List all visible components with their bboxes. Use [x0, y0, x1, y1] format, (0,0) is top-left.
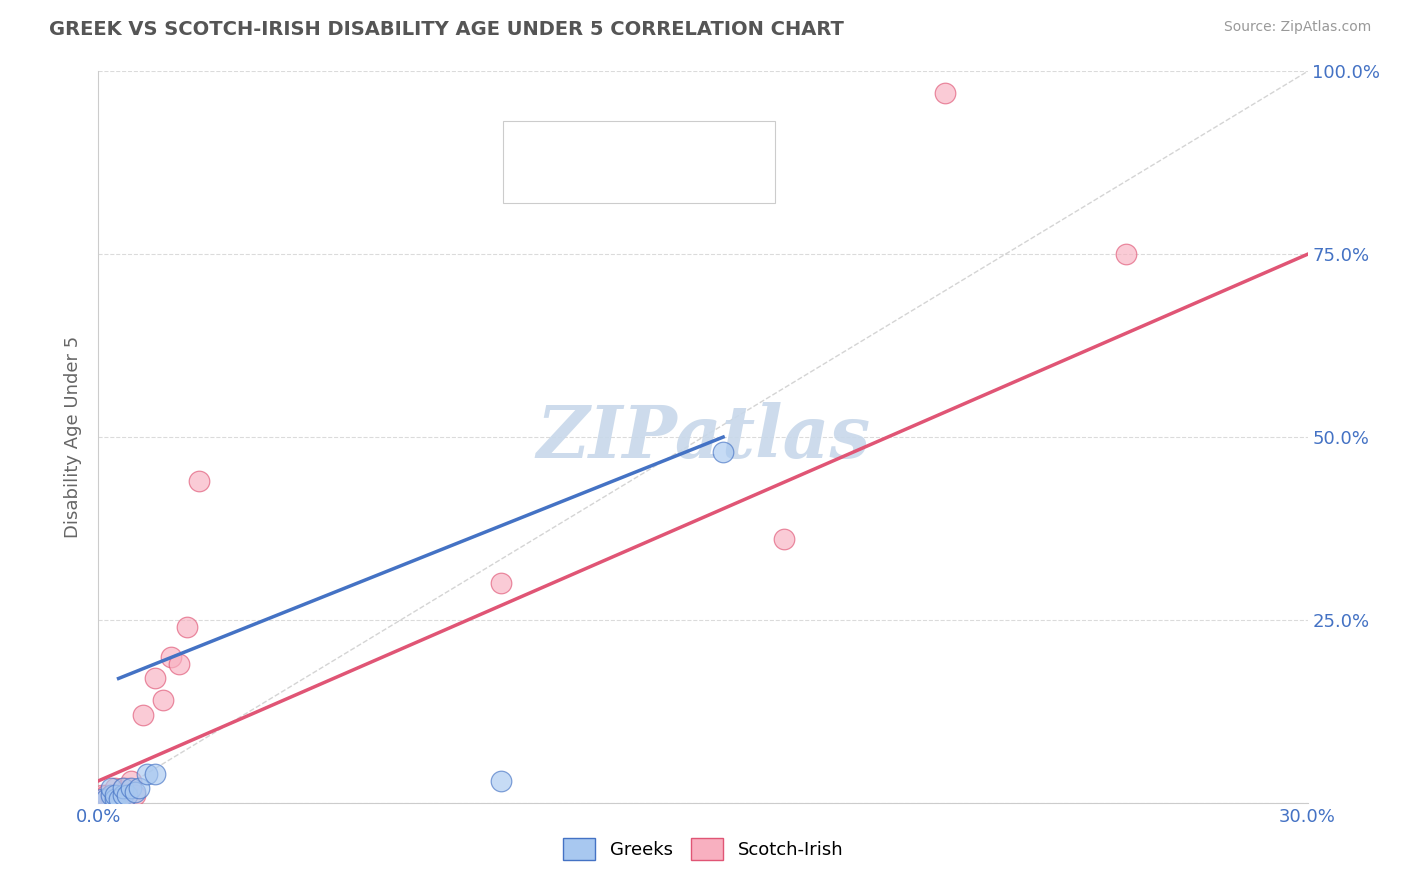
- Point: [100, 789, 122, 803]
- Point: [96, 792, 118, 806]
- Point: [111, 781, 134, 796]
- Point: [143, 766, 166, 780]
- Point: [176, 620, 198, 634]
- Point: [934, 87, 956, 101]
- Point: [491, 773, 513, 788]
- Point: [124, 789, 146, 803]
- Point: [115, 781, 138, 796]
- Point: [128, 781, 150, 796]
- Text: R = 0.508   N = 17: R = 0.508 N = 17: [557, 135, 741, 153]
- Point: [188, 474, 211, 488]
- Point: [111, 781, 134, 796]
- Point: [91, 789, 114, 803]
- Point: [115, 789, 138, 803]
- Point: [103, 792, 125, 806]
- Point: [132, 708, 155, 723]
- Point: [111, 789, 134, 803]
- Legend: Greeks, Scotch-Irish: Greeks, Scotch-Irish: [555, 830, 851, 867]
- Point: [100, 789, 122, 803]
- Point: [152, 693, 174, 707]
- Point: [115, 789, 138, 803]
- Point: [91, 792, 114, 806]
- Text: ZIPatlas: ZIPatlas: [536, 401, 870, 473]
- Text: GREEK VS SCOTCH-IRISH DISABILITY AGE UNDER 5 CORRELATION CHART: GREEK VS SCOTCH-IRISH DISABILITY AGE UND…: [49, 20, 844, 38]
- Point: [160, 649, 183, 664]
- Point: [107, 792, 129, 806]
- Point: [100, 781, 122, 796]
- Point: [103, 789, 125, 803]
- Point: [120, 781, 142, 796]
- Point: [91, 792, 114, 806]
- Point: [491, 576, 513, 591]
- Point: [103, 781, 125, 796]
- Point: [100, 792, 122, 806]
- Y-axis label: Disability Age Under 5: Disability Age Under 5: [63, 336, 82, 538]
- Point: [120, 773, 142, 788]
- Point: [143, 672, 166, 686]
- Point: [96, 789, 118, 803]
- Point: [1115, 247, 1137, 261]
- Point: [96, 792, 118, 806]
- Point: [167, 657, 190, 671]
- Point: [107, 789, 129, 803]
- Text: R = 0.722   N = 26: R = 0.722 N = 26: [557, 170, 741, 189]
- Point: [135, 766, 157, 780]
- Point: [103, 789, 125, 803]
- Point: [124, 785, 146, 799]
- Text: Source: ZipAtlas.com: Source: ZipAtlas.com: [1223, 20, 1371, 34]
- Point: [107, 792, 129, 806]
- Point: [711, 444, 734, 458]
- Point: [772, 533, 794, 547]
